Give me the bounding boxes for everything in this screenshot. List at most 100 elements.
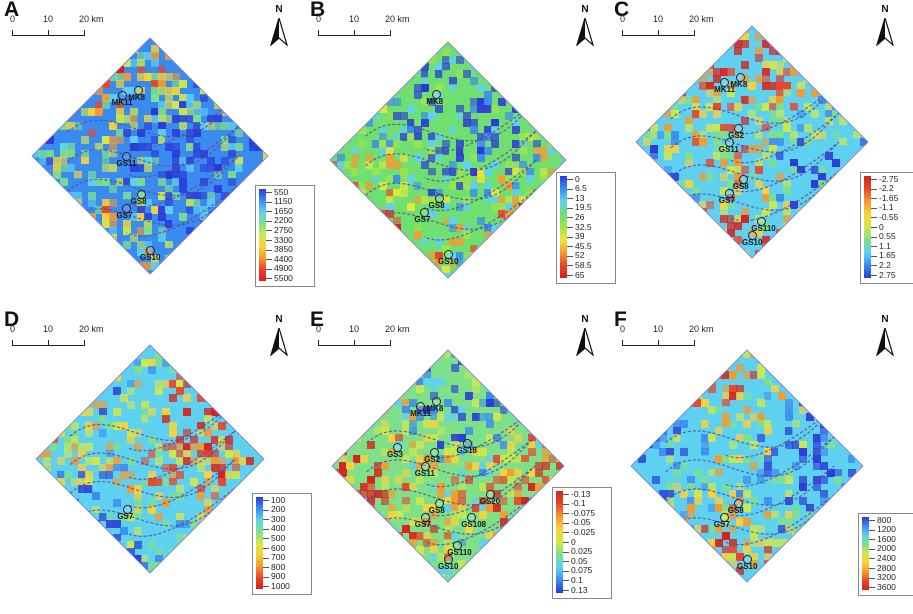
scale-tick	[318, 340, 319, 346]
scale-tick-label: 20 km	[79, 324, 104, 334]
scale-tick-label: 10	[653, 14, 664, 24]
attribute-map	[329, 41, 567, 279]
legend-tick	[266, 268, 272, 270]
channel-boundary	[670, 83, 840, 135]
legend-tick	[871, 179, 877, 180]
legend-value: 0.13	[571, 584, 588, 595]
well-marker	[743, 554, 752, 564]
legend-tick	[263, 509, 269, 511]
well-marker	[432, 397, 442, 407]
legend-value: 45.5	[575, 240, 592, 251]
well-label: GS10	[438, 257, 459, 267]
attribute-map	[35, 344, 265, 574]
channel-boundary	[69, 487, 236, 537]
north-label: N	[275, 4, 283, 15]
legend-value: -1.1	[879, 202, 894, 213]
scale-tick	[84, 30, 85, 36]
scale-tick	[390, 340, 391, 346]
well-label: GS8	[428, 200, 445, 210]
north-arrow-icon	[876, 18, 894, 46]
legend-tick	[263, 500, 269, 501]
legend-tick	[871, 188, 877, 190]
scale-bar: 0 10 20 km	[620, 14, 714, 40]
well-marker	[467, 513, 477, 523]
legend-color-ramp	[259, 189, 266, 282]
legend-tick	[266, 192, 272, 193]
well-marker	[420, 513, 430, 523]
well-marker	[719, 513, 729, 523]
channel-boundary	[69, 401, 236, 452]
well-marker	[462, 438, 472, 448]
channel-boundary	[665, 465, 835, 517]
legend-value: -2.75	[879, 173, 899, 184]
legend-tick	[869, 568, 875, 569]
north-arrow: N	[874, 4, 896, 48]
scale-tick-label: 0	[620, 324, 626, 334]
legend-value: 1150	[274, 196, 293, 207]
scale-tick-label: 10	[349, 14, 360, 24]
scale-tick	[12, 340, 13, 346]
well-label: GS7	[414, 520, 431, 530]
panel-label: B	[310, 0, 326, 21]
legend-tick	[266, 220, 272, 222]
channel-boundary	[67, 155, 239, 208]
well-label: GS20	[479, 496, 501, 506]
legend-value: 2800	[877, 562, 896, 573]
legend-tick	[869, 577, 875, 579]
legend-value: 2000	[877, 543, 896, 554]
panel-label: F	[614, 308, 627, 331]
channel-boundary	[67, 126, 239, 178]
legend-tick	[266, 240, 272, 241]
well-label: MK8	[128, 92, 146, 102]
north-arrow: N	[574, 314, 596, 358]
legend-value: 39	[575, 231, 585, 242]
scale-tick-label: 0	[620, 14, 626, 24]
north-arrow: N	[574, 4, 596, 48]
channel-boundary	[665, 407, 835, 459]
legend-value: 52	[575, 250, 585, 261]
scale-tick-label: 0	[316, 324, 322, 334]
legend-value: -0.55	[879, 211, 899, 222]
north-arrow: N	[874, 314, 896, 358]
channel-boundary	[365, 100, 537, 153]
well-label: GS10	[438, 561, 459, 571]
north-arrow: N	[268, 4, 290, 48]
map-panel-f: F 0 10 20 km N 800 1200 1600 2000 2400 2800 3200…	[610, 308, 913, 610]
legend-value: 65	[575, 269, 585, 280]
legend-tick	[263, 528, 269, 530]
well-marker	[485, 489, 495, 499]
legend-value: 0	[571, 536, 576, 547]
legend-value: 58.5	[575, 259, 592, 270]
map-panel-c: C 0 10 20 km N -2.75 -2.2 -1.65 -1.1 -0.55 0 0.5…	[610, 0, 913, 300]
legend-tick	[266, 211, 272, 213]
legend-value: 0	[575, 173, 580, 184]
legend-color-ramp	[560, 176, 567, 278]
map-raster	[36, 345, 264, 573]
well-label: GS8	[130, 196, 147, 206]
well-label: MK8	[730, 80, 748, 90]
legend-tick	[563, 561, 569, 563]
legend-value: 800	[271, 561, 286, 572]
scale-tick	[622, 340, 623, 346]
color-legend: -2.75 -2.2 -1.65 -1.1 -0.55 0 0.55 1.1 1.65 2.2 2.…	[860, 172, 913, 284]
legend-value: 0.55	[879, 231, 896, 242]
legend-value: -1.65	[879, 192, 899, 203]
legend-tick	[263, 576, 269, 578]
north-arrow-icon	[576, 328, 594, 356]
scale-tick-label: 20 km	[79, 14, 104, 24]
scale-tick	[48, 340, 49, 346]
well-marker	[117, 90, 127, 100]
well-marker	[720, 77, 730, 87]
attribute-map	[331, 349, 565, 583]
channel-boundary	[365, 159, 537, 212]
legend-value: 13	[575, 192, 585, 203]
legend-tick	[567, 275, 573, 276]
legend-value: 800	[877, 514, 892, 525]
legend-tick	[869, 520, 875, 521]
scale-tick-label: 10	[653, 324, 664, 334]
well-label: GS110	[447, 547, 472, 557]
well-label: GS110	[751, 223, 776, 233]
legend-value: 2.2	[879, 259, 891, 270]
legend-value: 1650	[274, 205, 293, 216]
legend-value: -0.13	[571, 488, 591, 499]
